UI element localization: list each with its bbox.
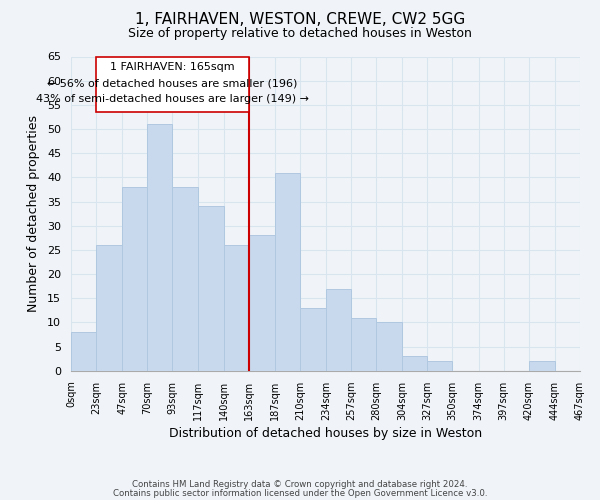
Text: 1 FAIRHAVEN: 165sqm: 1 FAIRHAVEN: 165sqm: [110, 62, 235, 72]
Bar: [326, 288, 351, 371]
Bar: [172, 187, 199, 371]
FancyBboxPatch shape: [96, 56, 248, 112]
Bar: [96, 245, 122, 371]
Bar: [199, 206, 224, 371]
Bar: [224, 245, 248, 371]
Text: Size of property relative to detached houses in Weston: Size of property relative to detached ho…: [128, 28, 472, 40]
Bar: [300, 308, 326, 371]
Bar: [351, 318, 376, 371]
Bar: [71, 332, 96, 371]
Text: Contains HM Land Registry data © Crown copyright and database right 2024.: Contains HM Land Registry data © Crown c…: [132, 480, 468, 489]
Text: 43% of semi-detached houses are larger (149) →: 43% of semi-detached houses are larger (…: [36, 94, 309, 104]
Text: 1, FAIRHAVEN, WESTON, CREWE, CW2 5GG: 1, FAIRHAVEN, WESTON, CREWE, CW2 5GG: [135, 12, 465, 28]
Bar: [248, 236, 275, 371]
Bar: [529, 361, 555, 371]
Bar: [427, 361, 452, 371]
Bar: [147, 124, 172, 371]
Bar: [403, 356, 427, 371]
X-axis label: Distribution of detached houses by size in Weston: Distribution of detached houses by size …: [169, 427, 482, 440]
Bar: [275, 172, 300, 371]
Bar: [122, 187, 147, 371]
Text: ← 56% of detached houses are smaller (196): ← 56% of detached houses are smaller (19…: [47, 78, 298, 88]
Bar: [376, 322, 403, 371]
Text: Contains public sector information licensed under the Open Government Licence v3: Contains public sector information licen…: [113, 488, 487, 498]
Y-axis label: Number of detached properties: Number of detached properties: [27, 115, 40, 312]
